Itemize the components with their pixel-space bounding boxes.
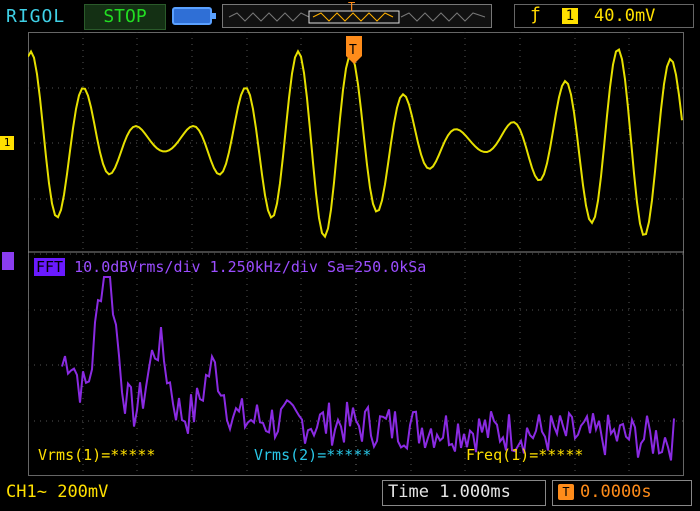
trigger-level: 40.0mV (594, 6, 656, 26)
fft-info-line: FFT 10.0dBVrms/div 1.250kHz/div Sa=250.0… (34, 258, 426, 276)
timebase: Time 1.000ms (388, 482, 511, 502)
timebase-label: Time (388, 482, 429, 502)
battery-icon (172, 7, 216, 25)
ch1-label: CH1~ (6, 482, 47, 502)
trigger-source-badge: 1 (562, 8, 578, 24)
ch1-ground-marker[interactable]: 1 (0, 136, 14, 150)
svg-text:T: T (349, 43, 357, 58)
memory-depth-indicator (222, 4, 492, 28)
display-graphics: T (28, 32, 684, 476)
fft-tag: FFT (34, 258, 66, 276)
brand-logo: RIGOL (6, 6, 66, 27)
fft-vertical-scale: 10.0dBVrms/div (74, 258, 201, 276)
ch1-waveform-trace (28, 48, 683, 239)
ch1-status[interactable]: CH1~ 200mV (6, 482, 108, 502)
trigger-settings-box[interactable] (514, 4, 694, 28)
measurement-vrms1: Vrms(1)=***** (38, 446, 156, 464)
ch1-scale: 200mV (57, 482, 109, 502)
fft-spectrum-trace (61, 276, 675, 461)
fft-sample-rate: Sa=250.0kSa (327, 258, 427, 276)
trigger-offset-icon: T (558, 484, 574, 500)
graticule (28, 32, 684, 476)
trigger-position-icon: T (346, 36, 362, 64)
trigger-offset-value: 0.0000s (580, 482, 652, 502)
top-status-bar: RIGOL STOP T ƒ 1 40.0mV (0, 0, 700, 32)
run-stop-indicator[interactable]: STOP (84, 4, 166, 30)
memory-waveform-icon (228, 10, 486, 24)
fft-horizontal-scale: 1.250kHz/div (209, 258, 318, 276)
rising-edge-icon: ƒ (530, 4, 541, 25)
measurement-freq1: Freq(1)=***** (466, 446, 584, 464)
measurement-vrms2: Vrms(2)=***** (254, 446, 372, 464)
math-channel-marker[interactable] (2, 252, 14, 270)
trigger-position-marker: T (348, 0, 356, 14)
timebase-box[interactable] (382, 480, 546, 506)
trigger-offset-box[interactable] (552, 480, 692, 506)
timebase-value: 1.000ms (439, 482, 511, 502)
